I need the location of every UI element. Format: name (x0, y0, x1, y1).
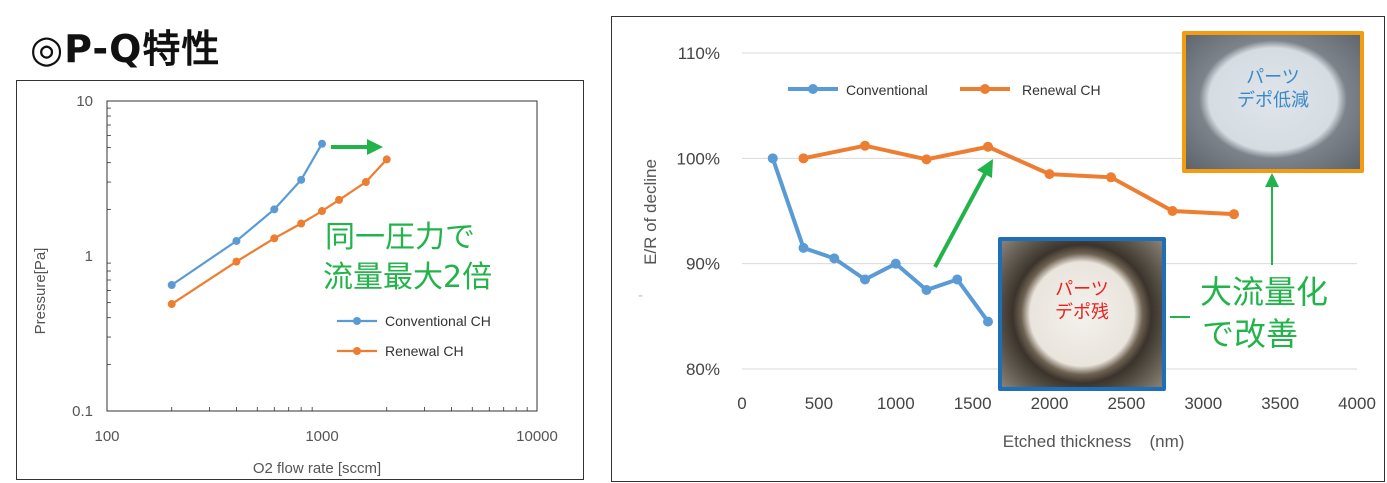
legend-label: Conventional (846, 82, 928, 98)
x-tick-label: 10000 (516, 428, 558, 445)
annotation-line-2: 流量最大2倍 (323, 260, 492, 295)
x-tick-label: 4000 (1338, 394, 1376, 413)
y-tick-label: 1 (85, 248, 93, 265)
y-tick-label: 80% (686, 360, 720, 379)
data-point (860, 274, 870, 285)
annotation-line-1: 同一圧力で (325, 220, 475, 255)
y-axis-label: Pressure[Pa] (32, 248, 49, 335)
page-title: ◎P-Q特性 (30, 27, 221, 71)
photo-label-residue-line-2: デポ残 (1055, 301, 1109, 323)
x-tick-label: 0 (737, 394, 746, 413)
photo-label-reduced-line-2: デポ低減 (1237, 89, 1309, 111)
series-line-conventional (171, 143, 323, 286)
data-point (829, 253, 840, 264)
legend-label: Conventional CH (385, 313, 491, 329)
series-line-renewal (803, 143, 1235, 217)
pq-chart: 100 1000 10000 0.1 1 10 Conventional CH Renewa… (32, 93, 558, 477)
data-point (335, 195, 344, 204)
data-point (382, 155, 391, 164)
axis-label-dash: - (638, 288, 643, 304)
x-tick-label: 3500 (1261, 394, 1299, 413)
improvement-arrow-diagonal (933, 159, 993, 268)
photo-label-reduced-line-1: パーツ (1246, 67, 1300, 88)
x-axis-unit: (nm) (1150, 432, 1185, 451)
photo-label-residue-line-1: パーツ (1055, 279, 1109, 300)
y-tick-label: 90% (686, 255, 720, 274)
data-point (890, 258, 901, 269)
data-point (798, 153, 809, 164)
y-tick-label: 100% (677, 149, 720, 168)
data-point (767, 153, 778, 164)
data-point (232, 257, 241, 266)
data-point (983, 316, 993, 327)
x-axis-label: Etched thickness (1003, 432, 1132, 451)
series-line-conventional (770, 157, 990, 323)
data-point (318, 139, 326, 148)
x-tick-label: 100 (94, 428, 119, 445)
x-tick-label: 1000 (305, 428, 338, 445)
legend-label: Renewal CH (385, 343, 464, 359)
pq-chart-panel: 100 1000 10000 0.1 1 10 Conventional CH Renewa… (16, 80, 584, 480)
data-point (860, 140, 870, 151)
plot-area (106, 100, 538, 412)
er-chart-panel: 0 500 1000 1500 2000 2500 3000 3500 4000 80% 90% 10… (611, 16, 1385, 482)
y-tick-label: 110% (678, 44, 720, 63)
data-point (167, 300, 176, 309)
legend-label: Renewal CH (1022, 82, 1101, 98)
x-tick-label: 1000 (877, 394, 915, 413)
x-tick-label: 3000 (1184, 394, 1222, 413)
data-point (318, 207, 326, 216)
data-point (798, 242, 809, 253)
shift-arrow (331, 139, 383, 155)
data-point (1167, 206, 1178, 216)
data-point (232, 236, 241, 245)
data-point (1044, 169, 1055, 180)
data-point (297, 175, 306, 184)
data-point (921, 285, 932, 295)
x-tick-label: 500 (805, 394, 833, 413)
parts-reduced-photo (1182, 31, 1364, 173)
x-tick-label: 2000 (1031, 394, 1069, 413)
x-axis-label: O2 flow rate [sccm] (253, 460, 381, 477)
x-tick-label: 2500 (1107, 394, 1145, 413)
y-tick-label: 0.1 (72, 403, 93, 420)
parts-residue-photo (998, 237, 1166, 391)
data-point (297, 219, 306, 228)
annotation-line-1: 大流量化 (1200, 273, 1328, 311)
x-tick-label: 1500 (954, 394, 992, 413)
improvement-arrow-up (1265, 173, 1279, 265)
y-axis-label: E/R of decline (641, 159, 660, 265)
data-point (270, 234, 279, 243)
data-point (1106, 172, 1116, 183)
data-point (921, 154, 932, 165)
y-tick-label: 10 (76, 93, 93, 110)
data-point (270, 205, 279, 214)
data-point (1229, 209, 1239, 220)
annotation-line-2: で改善 (1202, 315, 1298, 353)
data-point (361, 178, 370, 187)
data-point (952, 274, 963, 285)
data-point (167, 280, 176, 289)
series-line-renewal (171, 158, 388, 305)
data-point (983, 141, 993, 152)
